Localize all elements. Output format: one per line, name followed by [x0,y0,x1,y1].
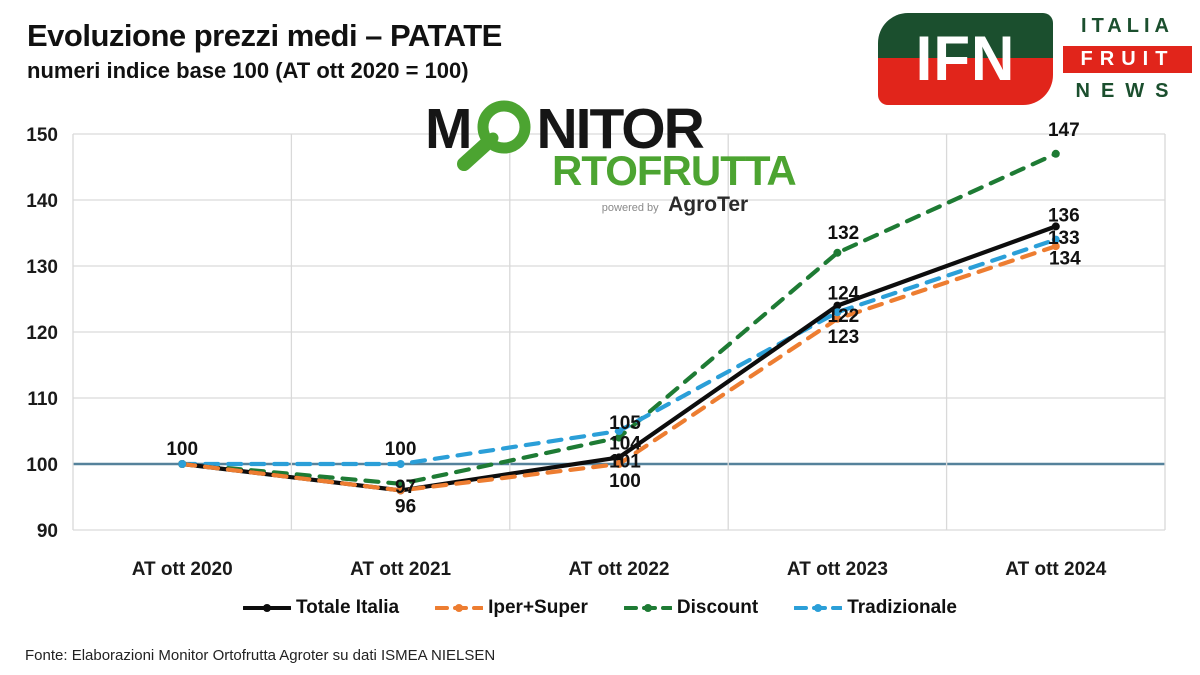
page-subtitle: numeri indice base 100 (AT ott 2020 = 10… [27,58,469,83]
legend-item-iper-super: Iper+Super [435,597,588,619]
y-axis-tick-label: 130 [26,257,58,278]
agroter-brand: AgroTer [668,193,749,216]
monitor-word-end: NITOR [536,97,704,161]
legend-line-swatch [435,604,484,612]
data-label: 134 [1049,249,1081,270]
monitor-ortofrutta-logo: M NITOR RTOFRUTTA powered by AgroTer [425,100,805,218]
data-label: 104 [609,434,641,455]
data-label: 101 [609,451,641,472]
legend-item-tradizionale: Tradizionale [794,597,957,619]
data-point-marker [396,486,405,495]
data-point-marker [833,301,842,310]
data-point-marker [1051,235,1060,244]
data-label: 100 [609,471,641,492]
ifn-acronym: IFN [915,23,1016,94]
legend-line-swatch [794,604,843,612]
data-point-marker [833,248,842,257]
ifn-word-italia: ITALIA [1081,15,1174,37]
legend-line-swatch [242,604,291,612]
ifn-badge: IFN [878,13,1053,105]
y-axis-tick-label: 150 [26,125,58,146]
y-axis-tick-label: 90 [37,521,58,542]
data-point-marker [396,479,405,488]
data-label: 100 [166,439,198,460]
magnifier-icon [457,100,531,171]
data-point-marker [1051,149,1060,158]
ortofrutta-word: RTOFRUTTA [552,147,797,194]
x-axis-tick-label: AT ott 2024 [1005,559,1106,580]
monitor-word-start: M [425,97,473,161]
data-point-marker [615,453,623,462]
data-label: 133 [1048,228,1080,249]
data-point-marker [615,460,623,468]
source-note: Fonte: Elaborazioni Monitor Ortofrutta A… [25,647,496,664]
data-label: 122 [828,306,860,327]
powered-by-line: powered by AgroTer [557,193,793,217]
data-point-marker [1051,222,1060,231]
data-label: 105 [609,413,641,434]
data-point-marker [178,460,187,468]
x-axis-tick-label: AT ott 2021 [350,559,451,580]
legend-label: Discount [676,597,759,618]
data-label: 96 [395,496,416,517]
legend-label: Totale Italia [295,597,400,618]
data-label: 97 [395,477,416,498]
ifn-logo: IFN ITALIA FRUIT NEWS [878,13,1192,105]
legend-label: Tradizionale [847,597,957,618]
data-point-marker [615,433,623,442]
legend-item-totale-italia: Totale Italia [242,597,400,619]
x-axis-tick-label: AT ott 2023 [787,559,888,580]
y-axis-tick-label: 140 [26,191,58,212]
x-axis-tick-label: AT ott 2022 [568,559,669,580]
data-label: 147 [1048,120,1080,141]
ifn-word-news: NEWS [1075,80,1180,102]
y-axis-tick-label: 100 [26,455,58,476]
legend-label: Iper+Super [488,597,588,618]
data-label: 123 [828,327,860,348]
x-axis-tick-label: AT ott 2020 [132,559,233,580]
data-label: 124 [828,284,860,305]
ifn-wordmark: ITALIA FRUIT NEWS [1063,13,1192,105]
data-point-marker [833,308,842,317]
data-point-marker [396,460,405,468]
legend-item-discount: Discount [623,597,759,619]
data-point-marker [833,314,842,323]
legend-line-swatch [623,604,672,612]
powered-by-label: powered by [601,202,659,214]
y-axis-tick-label: 110 [27,389,58,410]
legend: Totale Italia Iper+Super Discount Tradizion… [0,597,1200,619]
data-point-marker [615,427,623,435]
data-label: 132 [828,223,860,244]
monitor-word: M NITOR [425,97,805,171]
data-label: 100 [385,439,417,460]
data-label: 136 [1048,205,1080,226]
data-point-marker [1051,242,1060,251]
ifn-word-fruit: FRUIT [1063,45,1192,73]
y-axis-tick-label: 120 [26,323,58,344]
page-title: Evoluzione prezzi medi – PATATE [27,18,502,53]
